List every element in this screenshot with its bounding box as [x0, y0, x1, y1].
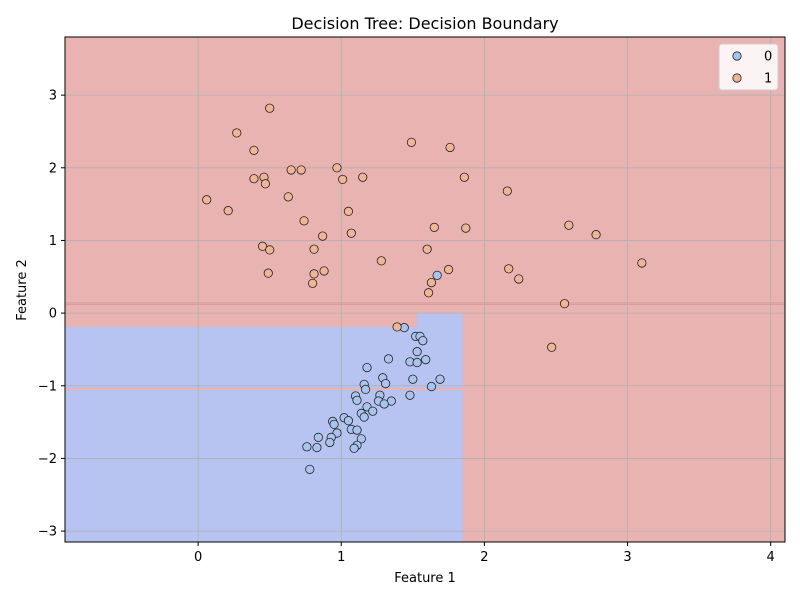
y-axis-title: Feature 2 [15, 259, 30, 321]
data-point-class-1 [559, 299, 570, 309]
data-point-class-1 [232, 128, 242, 138]
data-point-class-1 [564, 220, 574, 230]
data-point-class-0 [405, 390, 415, 400]
data-point-class-1 [257, 241, 268, 251]
data-point-class-1 [286, 165, 296, 175]
data-point-class-0 [418, 336, 428, 346]
data-point-class-0 [313, 432, 323, 442]
data-point-class-1 [423, 288, 434, 298]
data-point-class-1 [392, 322, 402, 332]
data-point-class-1 [265, 103, 275, 113]
data-point-class-0 [349, 443, 359, 453]
x-tick-label: 0 [194, 550, 202, 565]
data-point-class-0 [368, 406, 378, 416]
data-point-class-1 [260, 179, 270, 189]
data-point-class-0 [360, 384, 371, 395]
data-point-class-0 [379, 399, 389, 409]
data-point-class-1 [318, 231, 328, 241]
data-point-class-1 [309, 244, 319, 254]
data-point-class-1 [547, 342, 557, 352]
data-point-class-0 [381, 378, 391, 389]
y-tick-label: 2 [49, 161, 57, 176]
legend-marker-class-1 [732, 73, 742, 83]
data-point-class-1 [406, 137, 417, 147]
data-point-class-1 [461, 223, 471, 233]
data-point-class-1 [459, 172, 469, 182]
data-point-class-1 [296, 165, 306, 175]
data-point-class-0 [356, 434, 366, 444]
data-point-class-1 [319, 266, 329, 276]
y-tick-label: −2 [38, 452, 57, 467]
data-point-class-1 [249, 145, 259, 155]
data-point-class-0 [362, 363, 372, 373]
x-tick-label: 3 [623, 550, 631, 565]
data-point-class-1 [265, 245, 275, 255]
data-point-class-1 [202, 195, 212, 205]
data-point-class-1 [422, 244, 432, 254]
data-point-class-0 [435, 374, 445, 384]
region-class-1 [65, 387, 463, 391]
plot-frame [64, 36, 786, 543]
data-point-class-0 [302, 442, 312, 452]
legend-label: 1 [764, 72, 772, 87]
data-point-class-0 [432, 270, 442, 280]
data-point-class-0 [352, 395, 362, 405]
data-point-class-1 [283, 192, 293, 202]
data-point-class-1 [308, 278, 318, 288]
data-point-class-0 [421, 355, 431, 365]
data-point-class-0 [383, 354, 394, 364]
data-point-class-1 [502, 186, 512, 196]
data-point-class-1 [591, 230, 601, 240]
y-tick-label: 0 [49, 307, 57, 322]
data-point-class-1 [338, 174, 348, 185]
data-point-class-1 [358, 172, 368, 182]
data-point-class-1 [346, 228, 356, 238]
data-point-class-1 [223, 206, 233, 216]
data-point-class-1 [637, 258, 647, 268]
data-point-class-0 [305, 464, 315, 474]
data-point-class-1 [299, 216, 309, 226]
region-class-0 [65, 326, 418, 542]
legend: 01 [718, 43, 779, 91]
data-point-class-1 [332, 163, 342, 173]
data-point-class-1 [514, 274, 524, 284]
data-point-class-0 [343, 416, 354, 426]
data-point-class-1 [376, 256, 386, 266]
y-tick-label: 3 [49, 89, 57, 104]
plot-area: 01 [61, 36, 786, 546]
y-tick-label: −1 [38, 379, 57, 394]
data-point-class-1 [309, 269, 319, 279]
data-point-class-0 [426, 381, 437, 392]
data-point-class-0 [408, 374, 418, 384]
legend-label: 0 [764, 50, 772, 65]
x-tick-label: 1 [337, 550, 345, 565]
data-point-class-0 [352, 425, 362, 435]
data-point-class-1 [429, 222, 439, 232]
data-point-class-0 [412, 357, 422, 368]
data-point-class-1 [445, 142, 455, 153]
y-tick-label: −3 [38, 525, 57, 540]
data-point-class-0 [329, 419, 339, 429]
chart-title: Decision Tree: Decision Boundary [291, 14, 558, 33]
legend-marker-class-0 [732, 51, 742, 61]
data-point-class-1 [249, 174, 259, 184]
x-tick-label: 4 [767, 550, 775, 565]
data-point-class-1 [263, 268, 273, 278]
x-tick-label: 2 [480, 550, 488, 565]
x-axis-title: Feature 1 [394, 571, 456, 586]
region-class-0 [417, 313, 463, 542]
y-tick-label: 1 [49, 234, 57, 249]
data-point-class-0 [312, 442, 322, 453]
data-point-class-0 [412, 347, 422, 357]
data-point-class-0 [325, 437, 335, 448]
data-point-class-1 [504, 264, 514, 274]
data-point-class-1 [343, 206, 354, 216]
data-point-class-1 [444, 264, 454, 275]
data-point-class-1 [426, 277, 437, 288]
data-point-class-0 [359, 412, 369, 422]
